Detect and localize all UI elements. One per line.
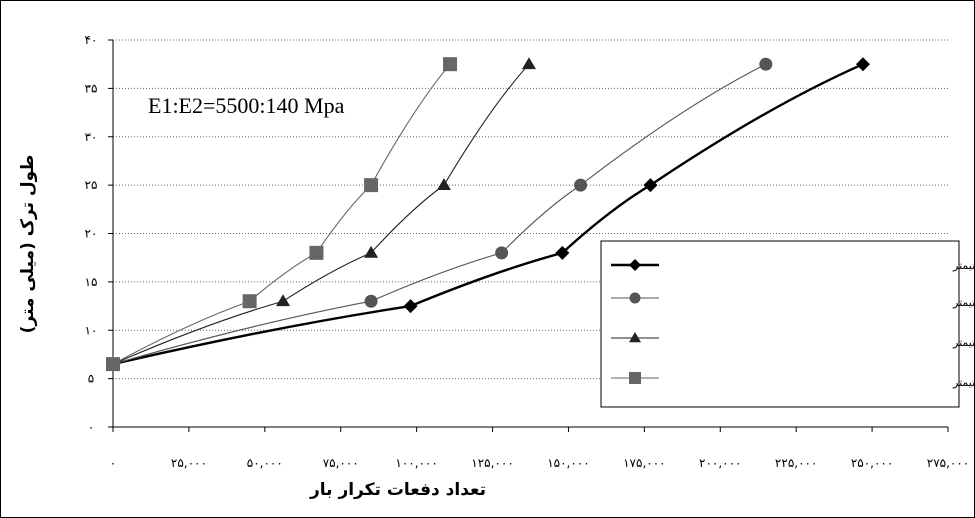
diamond-marker bbox=[403, 299, 418, 314]
square-marker bbox=[309, 245, 324, 260]
series-2 bbox=[106, 57, 773, 371]
legend-label: فاصله مرکز بارگذاری از ترک ۵۰ سانتیمتر bbox=[952, 296, 975, 309]
x-tick-label: ۱۷۵,۰۰۰ bbox=[623, 456, 666, 470]
legend-label: فاصله مرکز بارگذاری از ترک ۶۲/۵ سانتیمتر bbox=[952, 336, 975, 349]
y-tick-label: ۵ bbox=[88, 372, 94, 386]
x-tick-label: ۰ bbox=[110, 456, 116, 470]
diamond-marker bbox=[643, 178, 658, 193]
circle-marker bbox=[574, 178, 588, 192]
legend-box bbox=[600, 240, 960, 408]
square-marker bbox=[106, 357, 120, 372]
x-tick-label: ۲۰۰,۰۰۰ bbox=[699, 456, 742, 470]
circle-marker bbox=[495, 246, 509, 260]
y-tick-label: ۲۵ bbox=[85, 178, 98, 192]
triangle-marker bbox=[629, 332, 641, 343]
grid-lines bbox=[113, 39, 948, 380]
x-tick-label: ۲۷۵,۰۰۰ bbox=[927, 456, 970, 470]
x-tick-label: ۲۵۰,۰۰۰ bbox=[851, 456, 894, 470]
x-tick-label: ۷۵,۰۰۰ bbox=[323, 456, 359, 470]
square-marker bbox=[364, 178, 379, 193]
x-tick-label: ۱۲۵,۰۰۰ bbox=[471, 456, 514, 470]
x-tick-label: ۲۵,۰۰۰ bbox=[171, 456, 207, 470]
chart-annotation: E1:E2=5500:140 Mpa bbox=[148, 93, 345, 118]
series-group bbox=[106, 57, 870, 372]
circle-marker bbox=[364, 294, 378, 308]
triangle-marker bbox=[436, 178, 451, 191]
y-tick-label: ۱۵ bbox=[85, 275, 98, 289]
square-marker bbox=[443, 57, 458, 72]
x-tick-label: ۲۲۵,۰۰۰ bbox=[775, 456, 818, 470]
diamond-marker bbox=[555, 245, 570, 260]
x-axis-label: تعداد دفعات تکرار بار bbox=[309, 480, 487, 500]
triangle-marker bbox=[521, 57, 536, 70]
legend-label: فاصله مرکز بارگذاری از ترک ۳۷/۵ سانتیمتر bbox=[952, 259, 975, 272]
y-axis-label: طول ترک (میلی متر) bbox=[18, 154, 38, 334]
legend: فاصله مرکز بارگذاری از ترک ۳۷/۵ سانتیمتر… bbox=[600, 240, 975, 408]
triangle-marker bbox=[364, 245, 379, 258]
square-marker bbox=[242, 294, 257, 309]
series-4 bbox=[106, 57, 458, 372]
y-tick-label: ۰ bbox=[88, 420, 94, 434]
y-tick-label: ۱۰ bbox=[85, 323, 98, 337]
square-marker bbox=[629, 372, 641, 384]
x-tick-label: ۱۰۰,۰۰۰ bbox=[395, 456, 438, 470]
y-tick-label: ۳۰ bbox=[85, 130, 98, 144]
diamond-marker bbox=[629, 259, 641, 271]
diamond-marker bbox=[855, 57, 870, 72]
x-tick-label: ۵۰,۰۰۰ bbox=[247, 456, 283, 470]
y-tick-label: ۳۵ bbox=[85, 81, 98, 95]
series-line bbox=[112, 63, 864, 366]
circle-marker bbox=[629, 292, 641, 304]
triangle-marker bbox=[276, 294, 291, 307]
y-tick-label: ۲۰ bbox=[85, 227, 98, 241]
circle-marker bbox=[759, 57, 773, 71]
x-tick-label: ۱۵۰,۰۰۰ bbox=[547, 456, 590, 470]
y-tick-label: ۴۰ bbox=[85, 33, 98, 47]
legend-label: فاصله مرکز بارگذاری از ترک ۷۵ سانتیمتر bbox=[952, 376, 975, 389]
